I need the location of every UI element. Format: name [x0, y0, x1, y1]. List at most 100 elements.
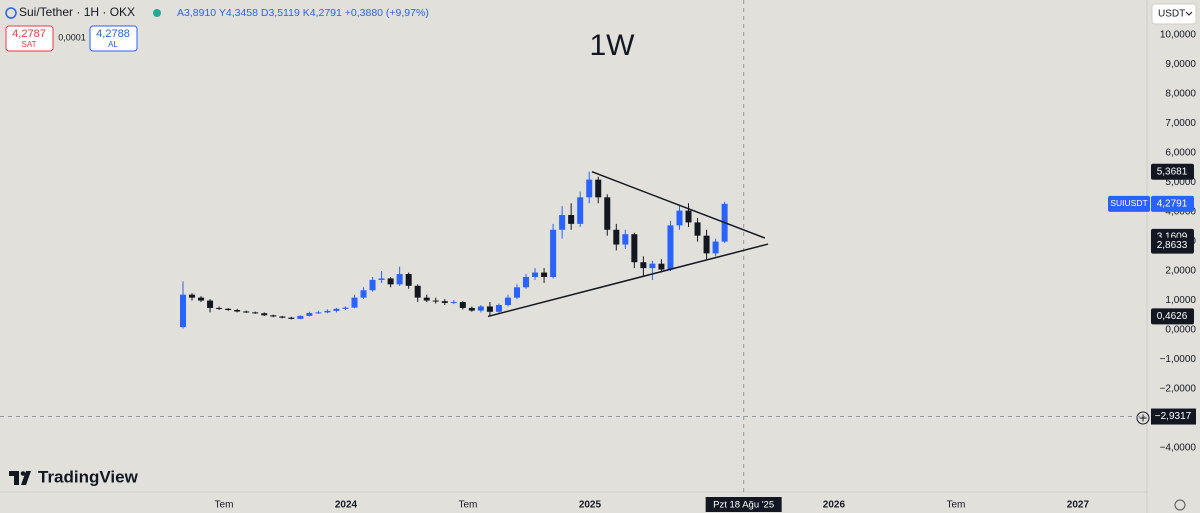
x-tick-label: Tem	[946, 500, 965, 511]
y-tick-label: 9,0000	[1165, 59, 1196, 70]
chart-title: 1W	[590, 29, 636, 62]
y-tick-label: 4,0000	[1165, 207, 1196, 218]
candle-body	[441, 301, 448, 303]
candle-body	[369, 279, 376, 291]
crosshair-y-label: −2,9317	[1155, 411, 1192, 422]
symbol-marker-label: SUIUSDT	[1110, 198, 1147, 208]
symbol-icon	[5, 7, 17, 19]
candle-body	[414, 285, 421, 298]
price-marker-label: 2,8633	[1157, 240, 1188, 251]
price-marker-label: 4,2791	[1157, 198, 1188, 209]
price-marker-label: 0,4626	[1157, 311, 1188, 322]
candle-body	[225, 308, 232, 311]
y-tick-label: 7,0000	[1165, 118, 1196, 129]
candle-body	[604, 197, 611, 230]
candle-body	[559, 215, 566, 230]
candle-body	[631, 234, 638, 263]
buy-price: 4,2788	[96, 28, 130, 40]
candle-body	[315, 312, 322, 314]
candle-body	[694, 222, 701, 236]
candle-body	[342, 307, 349, 309]
candle-body	[459, 302, 466, 308]
candle-body	[351, 297, 358, 308]
buy-button[interactable]	[89, 25, 138, 52]
candle-body	[261, 313, 268, 316]
currency: USDT	[1158, 9, 1185, 20]
candle-body	[423, 297, 430, 301]
symbol[interactable]: Sui/Tether · 1H · OKX	[19, 5, 135, 19]
candle-body	[306, 312, 313, 316]
candle-body	[179, 294, 186, 328]
settings-icon[interactable]	[1174, 499, 1186, 511]
candle-body	[270, 315, 277, 317]
crosshair-y-box	[1151, 408, 1196, 425]
y-tick-label: −2,0000	[1160, 384, 1197, 395]
candle-body	[658, 263, 665, 270]
candle-body	[297, 315, 304, 319]
add-button-plus	[1139, 414, 1147, 422]
y-tick-label: 0,0000	[1165, 325, 1196, 336]
candle-body	[450, 302, 457, 304]
candle-body	[288, 317, 295, 319]
candle-body	[504, 297, 511, 305]
candle-body	[432, 300, 439, 302]
ohlc: A3,8910 Y4,3458 D3,5119 K4,2791 +0,3880 …	[177, 7, 429, 19]
x-tick-label: 2025	[579, 500, 602, 511]
x-tick-label: 2026	[823, 500, 846, 511]
crosshair-x-box	[705, 497, 782, 512]
candle-body	[279, 316, 286, 318]
candle-body	[207, 300, 214, 308]
x-tick-label: Tem	[215, 500, 234, 511]
y-tick-label: 6,0000	[1165, 148, 1196, 159]
candle-body	[405, 274, 412, 286]
candle-body	[667, 225, 674, 270]
trendline	[487, 243, 769, 318]
candle-body	[712, 241, 719, 254]
buy-label: AL	[108, 40, 118, 49]
candle-body	[649, 263, 656, 269]
y-tick-label: −1,0000	[1160, 354, 1197, 365]
currency-select[interactable]	[1151, 3, 1197, 25]
candle-body	[703, 235, 710, 254]
price-marker	[1151, 195, 1194, 212]
price-marker-label: 5,3681	[1157, 166, 1188, 177]
brand-logo	[9, 471, 31, 485]
candle-body	[333, 308, 340, 311]
add-button[interactable]	[1136, 411, 1150, 425]
candle-body	[613, 229, 620, 245]
candle-body	[685, 210, 692, 223]
y-tick-label: 10,0000	[1160, 30, 1197, 41]
brand: TradingView	[38, 467, 139, 486]
y-tick-label: 2,0000	[1165, 266, 1196, 277]
candle-body	[486, 306, 493, 312]
candle-body	[243, 311, 250, 313]
candle-body	[324, 310, 331, 313]
sell-label: SAT	[22, 40, 37, 49]
candle-body	[477, 306, 484, 311]
y-tick-label: 1,0000	[1165, 295, 1196, 306]
candle-body	[495, 304, 502, 312]
y-tick-label: 5,0000	[1165, 177, 1196, 188]
spread: 0,0001	[58, 32, 86, 42]
candle-body	[396, 274, 403, 285]
x-tick-label: 2024	[335, 500, 358, 511]
candle-body	[198, 297, 205, 301]
y-tick-label: 8,0000	[1165, 89, 1196, 100]
price-marker-label: 3,1609	[1157, 231, 1188, 242]
candle-body	[550, 229, 557, 277]
sell-button[interactable]	[5, 25, 54, 52]
candle-body	[523, 276, 530, 288]
x-tick-label: Tem	[459, 500, 478, 511]
crosshair-x-label: Pzt 18 Ağu '25	[713, 500, 774, 511]
candle-body	[640, 262, 647, 269]
price-marker	[1151, 308, 1194, 325]
candle-body	[586, 179, 593, 198]
status-dot	[153, 9, 161, 17]
x-tick-label: 2027	[1067, 500, 1090, 511]
candle-body	[622, 234, 629, 245]
candle-body	[360, 290, 367, 298]
price-marker	[1151, 237, 1194, 254]
candle-body	[378, 278, 385, 280]
